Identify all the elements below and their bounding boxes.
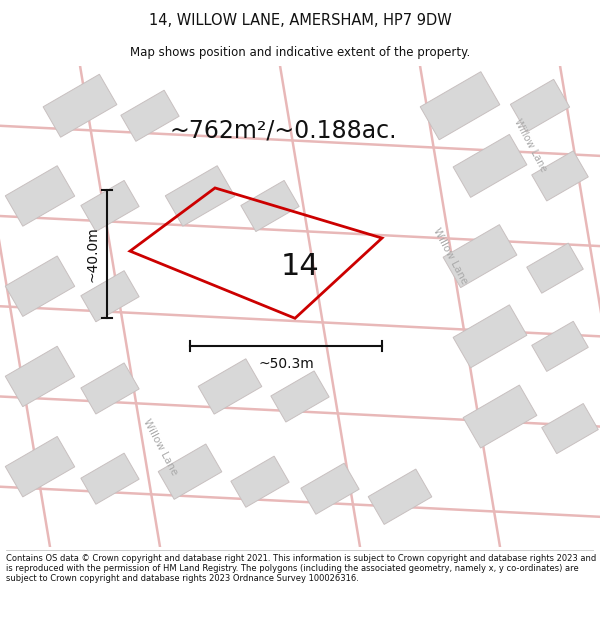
Polygon shape: [532, 321, 588, 371]
Polygon shape: [368, 469, 432, 524]
Polygon shape: [271, 371, 329, 422]
Polygon shape: [165, 166, 235, 226]
Polygon shape: [511, 79, 569, 132]
Text: ~762m²/~0.188ac.: ~762m²/~0.188ac.: [170, 119, 398, 142]
Polygon shape: [301, 463, 359, 514]
Text: 14, WILLOW LANE, AMERSHAM, HP7 9DW: 14, WILLOW LANE, AMERSHAM, HP7 9DW: [149, 13, 451, 28]
Polygon shape: [5, 166, 75, 226]
Polygon shape: [121, 90, 179, 141]
Polygon shape: [81, 181, 139, 231]
Polygon shape: [81, 363, 139, 414]
Polygon shape: [241, 181, 299, 231]
Text: Contains OS data © Crown copyright and database right 2021. This information is : Contains OS data © Crown copyright and d…: [6, 554, 596, 583]
Text: Willow Lane: Willow Lane: [431, 226, 469, 286]
Polygon shape: [527, 243, 583, 293]
Polygon shape: [532, 151, 588, 201]
Text: ~50.3m: ~50.3m: [258, 357, 314, 371]
Polygon shape: [443, 224, 517, 288]
Polygon shape: [5, 256, 75, 316]
Polygon shape: [453, 305, 527, 368]
Polygon shape: [453, 134, 527, 198]
Text: Willow Lane: Willow Lane: [512, 118, 548, 174]
Polygon shape: [198, 359, 262, 414]
Text: Willow Lane: Willow Lane: [141, 417, 179, 476]
Polygon shape: [81, 271, 139, 322]
Text: 14: 14: [281, 252, 319, 281]
Text: Map shows position and indicative extent of the property.: Map shows position and indicative extent…: [130, 46, 470, 59]
Polygon shape: [231, 456, 289, 508]
Polygon shape: [158, 444, 222, 499]
Polygon shape: [43, 74, 117, 138]
Polygon shape: [81, 453, 139, 504]
Polygon shape: [463, 385, 537, 448]
Polygon shape: [542, 404, 598, 454]
Polygon shape: [5, 436, 75, 497]
Polygon shape: [420, 72, 500, 140]
Polygon shape: [5, 346, 75, 407]
Text: ~40.0m: ~40.0m: [85, 226, 99, 282]
